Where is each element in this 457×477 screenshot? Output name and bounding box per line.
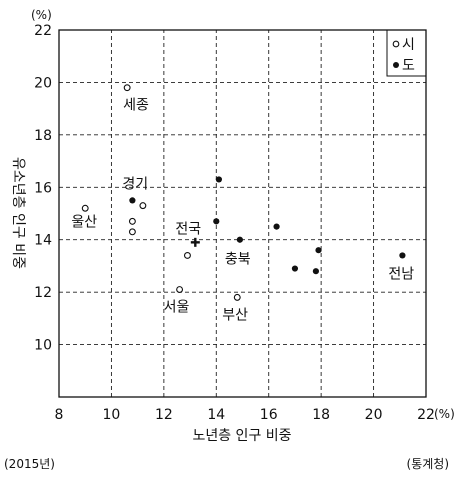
y-tick-label: 16 [34,180,52,196]
y-tick-label: 12 [34,285,52,301]
point-do [236,236,243,243]
point-do [129,197,136,204]
gridlines [59,30,426,397]
x-tick-label: 14 [207,407,225,423]
point-si [184,251,191,259]
data-points [81,84,406,301]
legend-label-do: 도 [402,58,415,74]
point-do [215,176,223,183]
national-marker [190,237,200,247]
y-axis-title: 유소년층 인구 비중 [10,157,26,269]
legend-label-si: 시 [402,37,415,53]
point-do [315,247,322,254]
point-si [123,84,131,92]
point-label: 울산 [71,214,97,230]
point-do [291,265,299,272]
x-axis-unit: (%) [434,407,455,421]
legend-open-circle-icon [392,40,400,48]
x-tick-label: 20 [365,407,383,423]
y-tick-label: 22 [34,23,52,39]
y-tick-label: 18 [34,128,52,144]
x-tick-label: 16 [260,407,278,423]
point-label: 전남 [388,266,414,282]
x-axis-title: 노년층 인구 비중 [192,428,291,444]
x-tick-label: 10 [103,407,121,423]
x-tick-label: 12 [155,407,173,423]
y-tick-label: 10 [34,338,52,354]
tick-labels: 8 10 12 14 16 18 20 22 10 12 14 16 18 20 22 [34,23,435,423]
point-do [273,223,280,230]
point-si [139,202,147,210]
legend: 시 도 [386,29,427,77]
point-si [128,228,136,236]
point-do [399,252,406,259]
point-do [312,268,319,275]
y-tick-label: 14 [34,233,52,249]
point-label: 충북 [225,252,251,268]
plot-frame [58,29,427,398]
point-si [233,293,241,301]
y-axis-unit: (%) [31,8,52,22]
point-label: 부산 [222,307,248,323]
footer-year: (2015년) [4,457,55,471]
point-label: 서울 [164,300,190,316]
y-tick-label: 20 [34,75,52,91]
point-si [81,204,89,212]
point-si [128,217,136,225]
x-tick-label: 18 [312,407,330,423]
legend-filled-circle-icon [393,62,399,68]
x-tick-label: 8 [55,407,64,423]
point-label: 세종 [123,98,149,114]
footer-source: (통계청) [406,457,449,471]
point-do [213,218,220,225]
x-tick-label: 22 [417,407,435,423]
point-label: 경기 [122,176,148,192]
point-si [176,286,184,293]
national-label: 전국 [175,221,201,237]
